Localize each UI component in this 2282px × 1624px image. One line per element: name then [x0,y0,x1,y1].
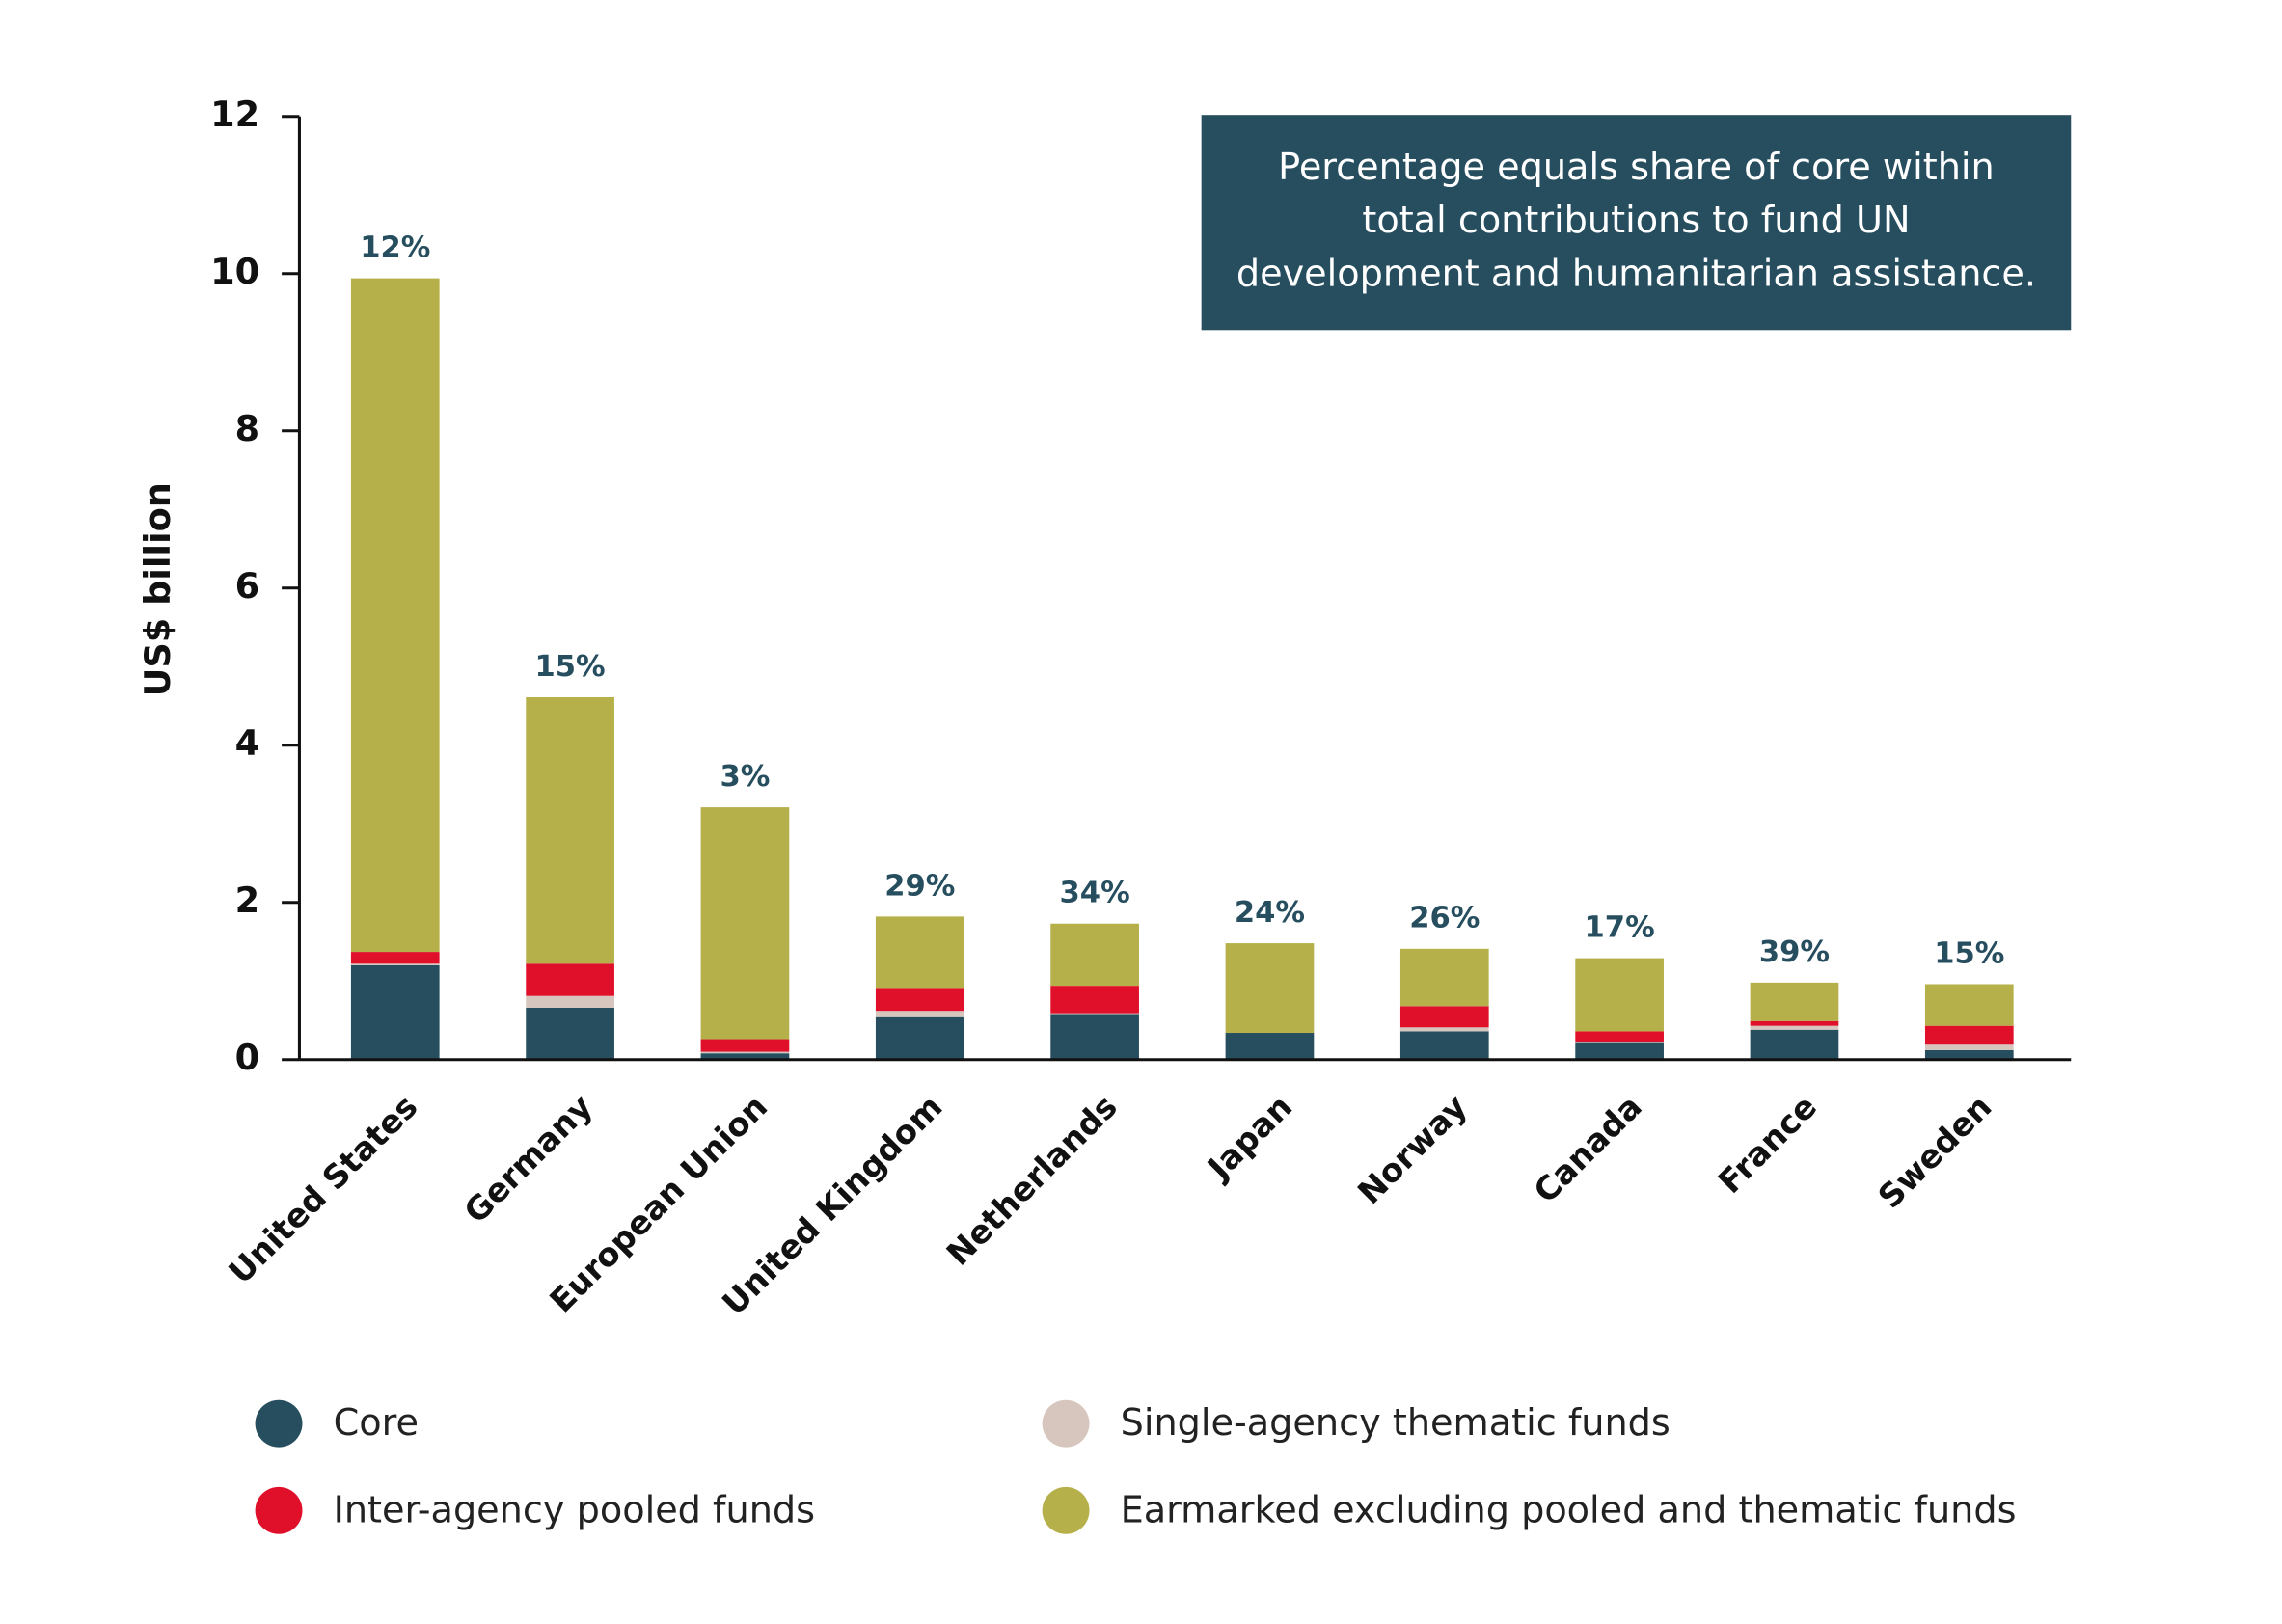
x-tick-label: Netherlands [939,1088,1125,1273]
bar-segment [1750,1029,1839,1060]
legend-label: Earmarked excluding pooled and thematic … [1121,1489,2017,1531]
bar-segment [875,1016,964,1060]
y-tick-label: 8 [235,408,260,449]
legend-swatch [255,1486,303,1534]
core-share-label: 26% [1409,902,1480,935]
bar-segment [1050,923,1139,987]
legend-label: Single-agency thematic funds [1121,1402,1671,1445]
legend-swatch [255,1399,303,1448]
bar-segment [350,952,440,964]
bar-segment [1225,1033,1315,1060]
bar-segment [1050,1013,1139,1015]
core-share-label: 15% [1934,936,2004,970]
x-tick-label: Sweden [1871,1088,1999,1216]
bar-segment [1575,1042,1664,1043]
legend-swatch [1042,1399,1090,1448]
bar-segment [1924,984,2014,1026]
y-tick-label: 6 [235,565,260,607]
bar-segment [700,1053,790,1060]
x-tick-label: Germany [457,1088,600,1231]
bar-segment [1399,948,1489,1007]
core-share-label: 3% [720,760,771,794]
bar-segment [1924,1025,2014,1045]
note-box [1201,115,2072,331]
core-share-label: 29% [884,869,955,903]
bar-segment [526,963,614,996]
bar-segment [1050,986,1139,1014]
bar-segment [350,278,440,953]
bar-segment [1750,1020,1839,1026]
legend-swatch [1042,1486,1090,1534]
y-axis-title: US$ billion [137,482,178,696]
y-tick-label: 2 [235,880,260,921]
core-share-label: 17% [1585,911,1655,945]
core-share-label: 24% [1235,896,1305,930]
bar-segment [526,995,614,1008]
y-tick-label: 10 [210,251,259,292]
bar-segment [875,988,964,1012]
x-tick-label: United States [222,1088,425,1291]
x-tick-label: France [1711,1088,1824,1201]
note-line: total contributions to fund UN [1362,200,1910,242]
bar-segment [1399,1031,1489,1060]
bar-segment [1399,1006,1489,1028]
bar-segment [700,1039,790,1052]
core-share-label: 15% [535,650,606,684]
core-share-label: 12% [360,231,430,265]
bar-segment [700,1051,790,1054]
bar-segment [526,1007,614,1060]
bar-segment [1399,1027,1489,1032]
x-tick-label: Japan [1199,1088,1299,1188]
bar-segment [526,697,614,964]
bar-segment [350,963,440,965]
bar-segment [700,807,790,1040]
bar-segment [1924,1044,2014,1050]
x-tick-label: Canada [1527,1088,1649,1210]
note-line: Percentage equals share of core within [1278,147,1995,189]
core-share-label: 34% [1060,877,1130,910]
bar-segment [875,916,964,989]
bar-segment [1575,958,1664,1032]
bar-segment [1575,1042,1664,1060]
y-tick-label: 0 [235,1037,260,1078]
y-tick-label: 12 [210,94,259,135]
bar-segment [1750,1025,1839,1030]
bar-segment [350,964,440,1060]
core-share-label: 39% [1759,935,1830,969]
note-line: development and humanitarian assistance. [1236,253,2036,295]
bar-segment [1225,943,1315,1034]
bar-segment [1924,1049,2014,1060]
bar-segment [875,1011,964,1017]
bar-segment [1750,982,1839,1021]
bar-segment [1575,1031,1664,1042]
x-tick-label: Norway [1350,1088,1474,1211]
y-tick-label: 4 [235,722,260,764]
bar-segment [1050,1014,1139,1060]
legend-label: Core [334,1402,419,1445]
legend-label: Inter-agency pooled funds [334,1489,815,1531]
